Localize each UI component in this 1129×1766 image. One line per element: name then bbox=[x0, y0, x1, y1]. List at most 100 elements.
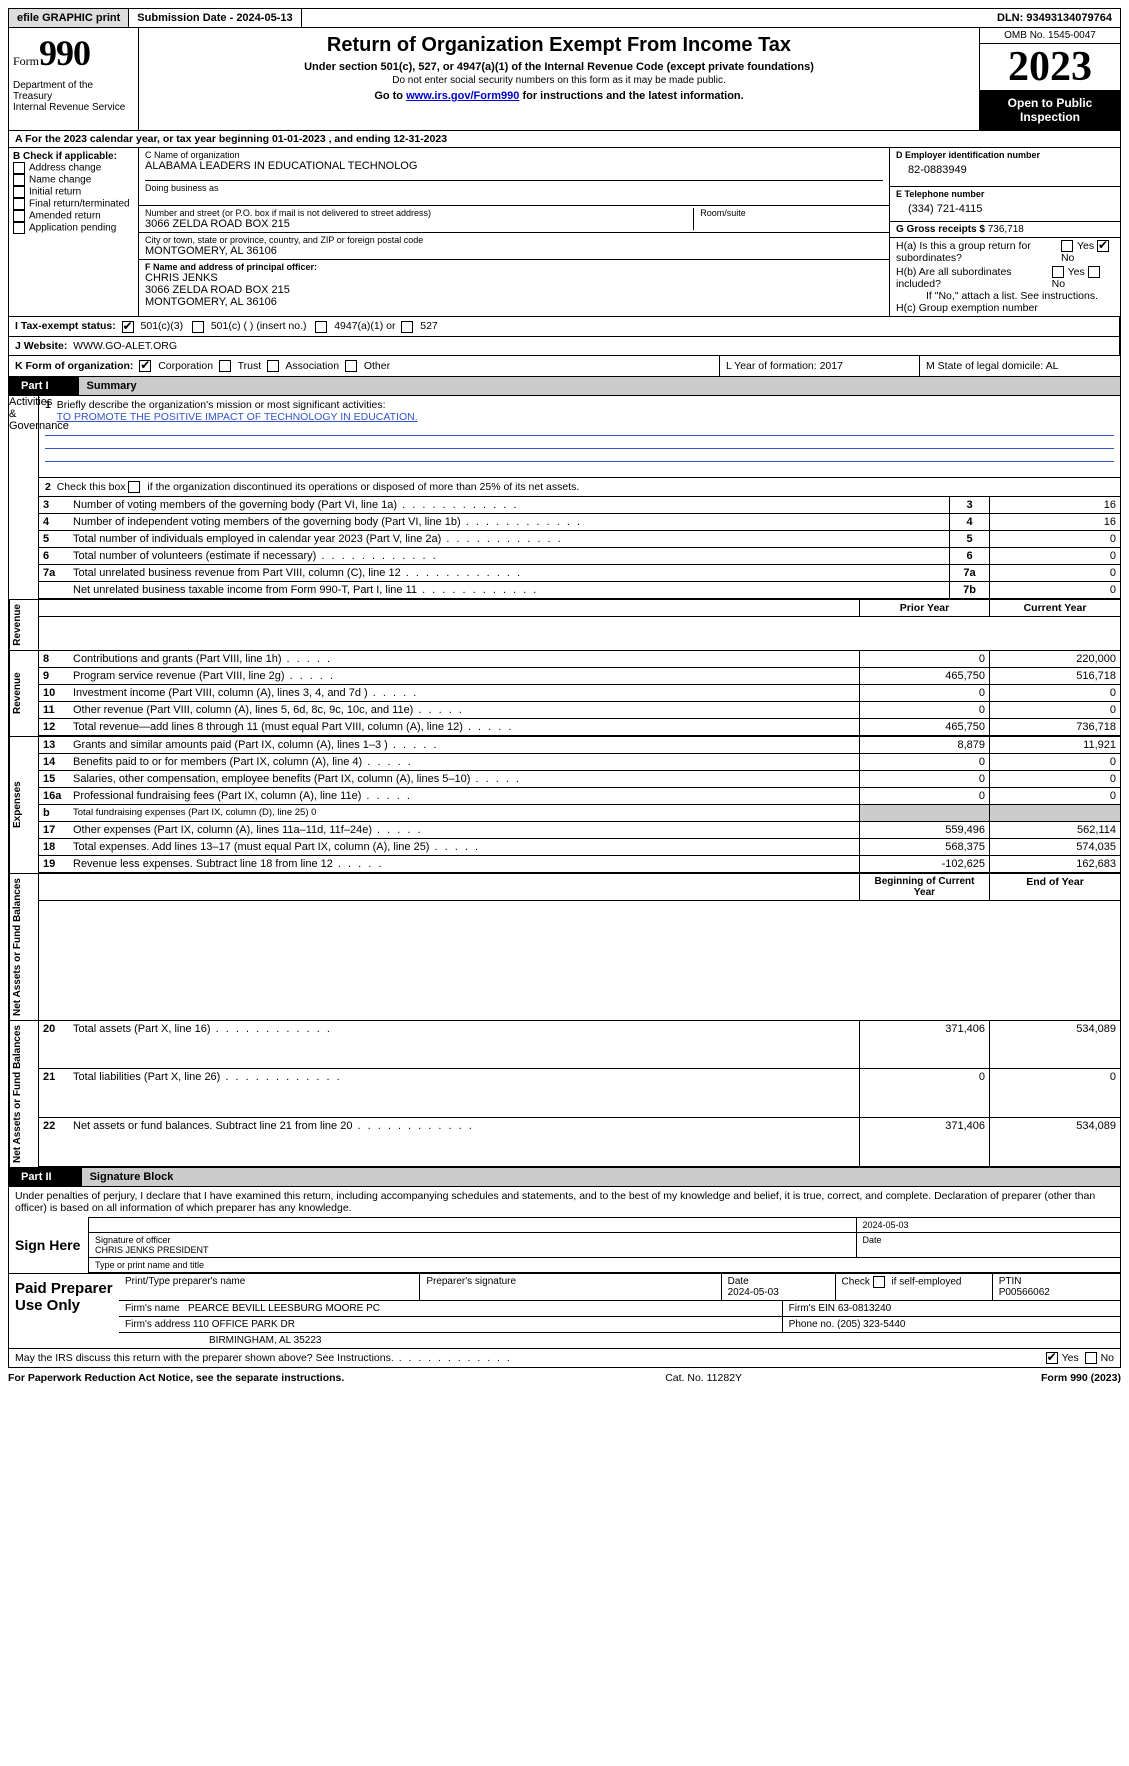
self-employed-checkbox[interactable] bbox=[873, 1276, 885, 1288]
hc-label: H(c) Group exemption number bbox=[896, 302, 1114, 314]
ha-no-checkbox[interactable] bbox=[1097, 240, 1109, 252]
state-domicile: M State of legal domicile: AL bbox=[920, 356, 1120, 376]
paperwork-notice: For Paperwork Reduction Act Notice, see … bbox=[8, 1372, 565, 1384]
cat-number: Cat. No. 11282Y bbox=[565, 1372, 843, 1384]
dba-label: Doing business as bbox=[145, 180, 883, 193]
checkbox-amended-return: Amended return bbox=[13, 210, 134, 222]
side-governance: Activities & Governance bbox=[9, 396, 39, 599]
org-name: ALABAMA LEADERS IN EDUCATIONAL TECHNOLOG bbox=[145, 160, 883, 172]
signature-block: Under penalties of perjury, I declare th… bbox=[8, 1187, 1121, 1274]
paid-preparer-block: Paid Preparer Use Only Print/Type prepar… bbox=[8, 1274, 1121, 1349]
other-checkbox[interactable] bbox=[345, 360, 357, 372]
checkbox-final-return-terminated: Final return/terminated bbox=[13, 198, 134, 210]
checkbox-address-change: Address change bbox=[13, 162, 134, 174]
checkbox-initial-return: Initial return bbox=[13, 186, 134, 198]
dept-treasury: Department of the Treasury Internal Reve… bbox=[13, 80, 134, 113]
beg-year-header: Beginning of Current Year bbox=[860, 874, 990, 901]
discuss-no-checkbox[interactable] bbox=[1085, 1352, 1097, 1364]
ein-label: D Employer identification number bbox=[896, 150, 1114, 160]
assoc-checkbox[interactable] bbox=[267, 360, 279, 372]
hb-no-checkbox[interactable] bbox=[1088, 266, 1100, 278]
room-label: Room/suite bbox=[700, 208, 883, 218]
efile-print-button[interactable]: efile GRAPHIC print bbox=[9, 9, 129, 27]
discuss-row: May the IRS discuss this return with the… bbox=[8, 1349, 1121, 1368]
row-i: I Tax-exempt status: 501(c)(3) 501(c) ( … bbox=[8, 317, 1121, 336]
officer-addr2: MONTGOMERY, AL 36106 bbox=[145, 296, 883, 308]
form-footer: Form 990 (2023) bbox=[843, 1372, 1121, 1384]
ptin-value: P00566062 bbox=[999, 1287, 1050, 1298]
hb-label: H(b) Are all subordinates included? bbox=[896, 266, 1052, 290]
checkbox-application-pending: Application pending bbox=[13, 222, 134, 234]
top-toolbar: efile GRAPHIC print Submission Date - 20… bbox=[8, 8, 1121, 28]
checkbox-name-change: Name change bbox=[13, 174, 134, 186]
ha-yes-checkbox[interactable] bbox=[1061, 240, 1073, 252]
trust-checkbox[interactable] bbox=[219, 360, 231, 372]
omb-number: OMB No. 1545-0047 bbox=[980, 28, 1120, 44]
discuss-yes-checkbox[interactable] bbox=[1046, 1352, 1058, 1364]
type-name-label: Type or print name and title bbox=[89, 1258, 210, 1272]
dln: DLN: 93493134079764 bbox=[989, 9, 1120, 27]
501c3-checkbox[interactable] bbox=[122, 321, 134, 333]
box-b-label: B Check if applicable: bbox=[13, 151, 134, 162]
officer-label: F Name and address of principal officer: bbox=[145, 262, 883, 272]
end-year-header: End of Year bbox=[990, 874, 1120, 901]
line2-text: Check this box if the organization disco… bbox=[57, 481, 580, 493]
entity-info-grid: B Check if applicable: Address changeNam… bbox=[8, 148, 1121, 317]
hb-yes-checkbox[interactable] bbox=[1052, 266, 1064, 278]
firm-ein: 63-0813240 bbox=[838, 1303, 891, 1314]
paid-preparer-label: Paid Preparer Use Only bbox=[9, 1274, 119, 1348]
officer-addr1: 3066 ZELDA ROAD BOX 215 bbox=[145, 284, 883, 296]
city-label: City or town, state or province, country… bbox=[145, 235, 883, 245]
firm-phone: (205) 323-5440 bbox=[837, 1319, 905, 1330]
part1-header: Part ISummary bbox=[8, 377, 1121, 396]
phone-label: E Telephone number bbox=[896, 189, 1114, 199]
527-checkbox[interactable] bbox=[401, 321, 413, 333]
summary-section: Activities & Governance 1 Briefly descri… bbox=[8, 396, 1121, 600]
sign-here-label: Sign Here bbox=[9, 1217, 89, 1273]
firm-address: 110 OFFICE PARK DR bbox=[193, 1319, 295, 1330]
501c-checkbox[interactable] bbox=[192, 321, 204, 333]
org-name-label: C Name of organization bbox=[145, 150, 883, 160]
page-footer: For Paperwork Reduction Act Notice, see … bbox=[8, 1368, 1121, 1388]
officer-name: CHRIS JENKS bbox=[145, 272, 883, 284]
sign-date: 2024-05-03 bbox=[857, 1218, 1121, 1232]
year-formation: L Year of formation: 2017 bbox=[720, 356, 920, 376]
street-address: 3066 ZELDA ROAD BOX 215 bbox=[145, 218, 693, 230]
ein-value: 82-0883949 bbox=[896, 160, 1114, 184]
officer-signature-name: CHRIS JENKS PRESIDENT bbox=[95, 1245, 209, 1255]
ssn-warning: Do not enter social security numbers on … bbox=[145, 75, 973, 86]
part2-header: Part IISignature Block bbox=[8, 1168, 1121, 1187]
website-value: WWW.GO-ALET.ORG bbox=[73, 340, 177, 352]
row-klm: K Form of organization: Corporation Trus… bbox=[8, 356, 1121, 377]
addr-label: Number and street (or P.O. box if mail i… bbox=[145, 208, 693, 218]
irs-link[interactable]: www.irs.gov/Form990 bbox=[406, 90, 519, 102]
expenses-section: Expenses13Grants and similar amounts pai… bbox=[8, 737, 1121, 874]
prior-year-header: Prior Year bbox=[860, 600, 990, 617]
firm-address2: BIRMINGHAM, AL 35223 bbox=[119, 1333, 1120, 1348]
ha-label: H(a) Is this a group return for subordin… bbox=[896, 240, 1061, 264]
form-number: Form990 bbox=[13, 32, 134, 74]
gross-receipts-value: 736,718 bbox=[988, 224, 1024, 235]
tax-year: 2023 bbox=[980, 44, 1120, 90]
form-title: Return of Organization Exempt From Incom… bbox=[145, 34, 973, 57]
row-a-tax-year: A For the 2023 calendar year, or tax yea… bbox=[8, 131, 1121, 148]
discontinued-checkbox[interactable] bbox=[128, 481, 140, 493]
side-revenue: Revenue bbox=[9, 600, 39, 650]
city-state-zip: MONTGOMERY, AL 36106 bbox=[145, 245, 883, 257]
current-year-header: Current Year bbox=[990, 600, 1120, 617]
corp-checkbox[interactable] bbox=[139, 360, 151, 372]
perjury-statement: Under penalties of perjury, I declare th… bbox=[9, 1187, 1120, 1217]
hb-note: If "No," attach a list. See instructions… bbox=[896, 290, 1114, 302]
prep-date: 2024-05-03 bbox=[728, 1287, 779, 1298]
form-header: Form990 Department of the Treasury Inter… bbox=[8, 28, 1121, 131]
open-public: Open to Public Inspection bbox=[980, 90, 1120, 130]
row-j: J Website: WWW.GO-ALET.ORG bbox=[8, 337, 1121, 356]
instructions-link-row: Go to www.irs.gov/Form990 for instructio… bbox=[145, 90, 973, 102]
submission-date: Submission Date - 2024-05-13 bbox=[129, 9, 301, 27]
netassets-section: Net Assets or Fund Balances Beginning of… bbox=[8, 874, 1121, 1021]
form-subtitle: Under section 501(c), 527, or 4947(a)(1)… bbox=[145, 61, 973, 73]
gross-receipts-label: G Gross receipts $ bbox=[896, 224, 985, 235]
4947-checkbox[interactable] bbox=[315, 321, 327, 333]
revenue-section: Revenue Prior YearCurrent Year bbox=[8, 600, 1121, 651]
firm-name: PEARCE BEVILL LEESBURG MOORE PC bbox=[188, 1303, 380, 1314]
